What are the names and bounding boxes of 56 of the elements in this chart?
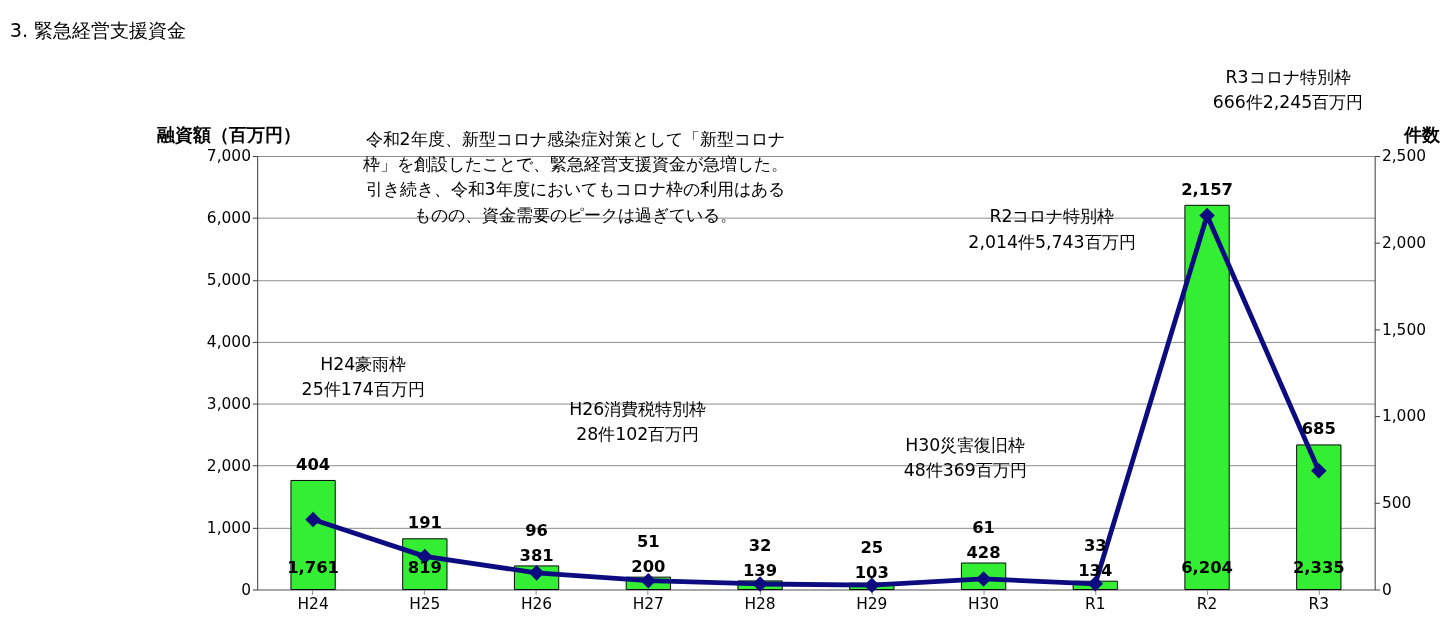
data-label: 103 [854,563,889,583]
data-label: 191 [407,513,442,533]
y2-tick-label: 2,500 [1381,147,1427,166]
y2-tick-label: 1,500 [1381,320,1427,339]
data-label: 96 [525,521,548,541]
x-tick-label: R1 [1085,595,1106,614]
data-label: 2,157 [1181,179,1233,199]
text: 3. 緊急経営支援資金 [9,18,187,42]
y-tick-label: 2,000 [206,456,251,475]
x-tick-label: R3 [1308,595,1330,614]
data-label: 685 [1301,419,1336,439]
y-tick-label: 6,000 [206,209,251,228]
annotation: H30災害復旧枠 48件369百万円 [903,434,1027,480]
y-tick-label: 5,000 [206,271,251,290]
y-tick-label: 1,000 [206,518,251,537]
y-tick-label: 0 [241,580,251,599]
data-label: 32 [748,536,772,556]
y2-tick-label: 2,000 [1381,234,1427,253]
data-label: 404 [296,454,331,474]
data-label: 428 [966,543,1001,563]
bar [1296,444,1342,590]
x-tick-label: H24 [297,595,329,614]
data-label: 819 [407,558,442,578]
y-axis-title: 融資額（百万円） [157,124,302,146]
text: R3コロナ特別枠 666件2,245百万円 [1212,66,1364,112]
y-tick-label: 3,000 [206,395,251,414]
data-label: 381 [519,546,554,566]
data-label: 61 [972,518,995,538]
bar [1184,204,1230,590]
annotation: H24豪雨枠 25件174百万円 [301,353,425,399]
data-label: 139 [742,561,778,581]
data-label: 25 [860,538,884,558]
point [1199,207,1215,224]
x-tick-label: H30 [967,595,1000,614]
y2-axis-title: 件数 [1403,124,1442,146]
annotation: H26消費税特別枠 28件102百万円 [569,399,707,445]
x-tick-label: H28 [744,595,776,614]
annotation: 令和2年度、新型コロナ感染症対策として「新型コロナ枠」を創設したことで、緊急経営支援資金が急増した。引き続き、令和3年度においてもコロナ枠の利用はあるものの、資金需要のピークは過ぎている。 [361,129,788,225]
point [640,572,657,589]
point [1311,462,1327,479]
x-tick-label: R2 [1196,595,1218,614]
y2-tick-label: 1,000 [1381,407,1427,426]
point [752,576,768,592]
x-tick-label: H27 [632,595,664,614]
y2-tick-label: 0 [1381,580,1392,599]
y2-tick-label: 500 [1381,494,1412,513]
point [305,511,321,528]
data-label: 200 [631,557,666,577]
annotation: R2コロナ特別枠 2,014件5,743百万円 [968,206,1136,252]
y-tick-label: 4,000 [206,333,251,352]
data-label: 51 [636,532,660,552]
x-tick-label: H25 [409,595,441,614]
y-tick-label: 7,000 [206,147,251,166]
point [864,577,880,593]
x-tick-label: H29 [856,595,888,614]
x-tick-label: H26 [520,595,553,614]
